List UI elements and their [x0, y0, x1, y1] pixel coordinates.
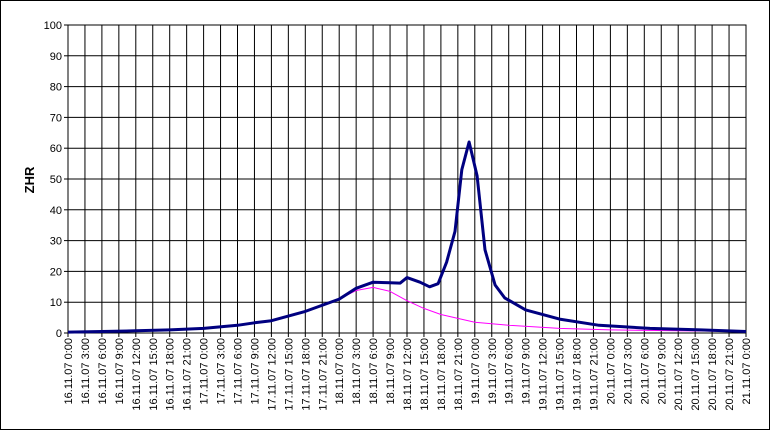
- y-tick-label: 30: [50, 236, 62, 248]
- x-tick-label: 18.11.07 3:00: [351, 338, 363, 404]
- y-tick-label: 10: [50, 297, 62, 309]
- x-tick-label: 16.11.07 6:00: [97, 338, 109, 404]
- x-tick-label: 19.11.07 15:00: [555, 338, 567, 411]
- x-tick-label: 17.11.07 15:00: [283, 338, 295, 411]
- x-tick-label: 20.11.07 6:00: [639, 338, 651, 404]
- x-tick-label: 16.11.07 15:00: [148, 338, 160, 411]
- x-tick-label: 18.11.07 21:00: [453, 338, 465, 411]
- x-tick-label: 18.11.07 12:00: [402, 338, 414, 411]
- x-tick-label: 18.11.07 0:00: [334, 338, 346, 404]
- x-tick-label: 20.11.07 9:00: [656, 338, 668, 404]
- y-tick-label: 80: [50, 82, 62, 94]
- y-tick-label: 60: [50, 143, 62, 155]
- y-axis-label: ZHR: [22, 166, 37, 193]
- x-tick-label: 16.11.07 3:00: [80, 338, 92, 404]
- x-tick-label: 18.11.07 18:00: [436, 338, 448, 411]
- x-tick-label: 16.11.07 0:00: [63, 338, 75, 404]
- y-tick-label: 20: [50, 266, 62, 278]
- x-tick-label: 19.11.07 3:00: [487, 338, 499, 404]
- x-tick-label: 20.11.07 15:00: [690, 338, 702, 411]
- x-tick-label: 19.11.07 21:00: [588, 338, 600, 411]
- y-tick-label: 40: [50, 205, 62, 217]
- x-tick-label: 16.11.07 9:00: [114, 338, 126, 404]
- x-tick-label: 19.11.07 0:00: [470, 338, 482, 404]
- plot-border: [67, 24, 747, 334]
- x-tick-label: 20.11.07 3:00: [622, 338, 634, 404]
- x-tick-label: 17.11.07 21:00: [317, 338, 329, 411]
- series-line: [67, 140, 747, 334]
- y-tick-label: 100: [44, 20, 62, 32]
- x-tick-label: 17.11.07 6:00: [233, 338, 245, 404]
- x-tick-label: 18.11.07 15:00: [419, 338, 431, 411]
- x-tick-label: 17.11.07 18:00: [300, 338, 312, 411]
- x-tick-label: 19.11.07 12:00: [538, 338, 550, 411]
- x-tick-label: 19.11.07 9:00: [521, 338, 533, 404]
- x-tick-label: 20.11.07 12:00: [673, 338, 685, 411]
- x-tick-label: 16.11.07 21:00: [182, 338, 194, 411]
- x-tick-label: 21.11.07 0:00: [741, 338, 753, 404]
- y-tick-label: 50: [50, 174, 62, 186]
- x-tick-label: 20.11.07 0:00: [605, 338, 617, 404]
- x-tick-label: 19.11.07 18:00: [572, 338, 584, 411]
- x-tick-label: 20.11.07 21:00: [724, 338, 736, 411]
- x-tick-label: 17.11.07 0:00: [199, 338, 211, 404]
- x-tick-label: 16.11.07 12:00: [131, 338, 143, 411]
- x-tick-label: 17.11.07 3:00: [216, 338, 228, 404]
- y-tick-label: 70: [50, 112, 62, 124]
- x-tick-label: 18.11.07 6:00: [368, 338, 380, 404]
- x-tick-label: 20.11.07 18:00: [707, 338, 719, 411]
- x-tick-label: 19.11.07 6:00: [504, 338, 516, 404]
- x-tick-label: 17.11.07 9:00: [249, 338, 261, 404]
- y-tick-label: 0: [56, 328, 62, 340]
- y-tick-label: 90: [50, 51, 62, 63]
- x-tick-label: 17.11.07 12:00: [266, 338, 278, 411]
- x-tick-label: 16.11.07 18:00: [165, 338, 177, 411]
- x-tick-label: 18.11.07 9:00: [385, 338, 397, 404]
